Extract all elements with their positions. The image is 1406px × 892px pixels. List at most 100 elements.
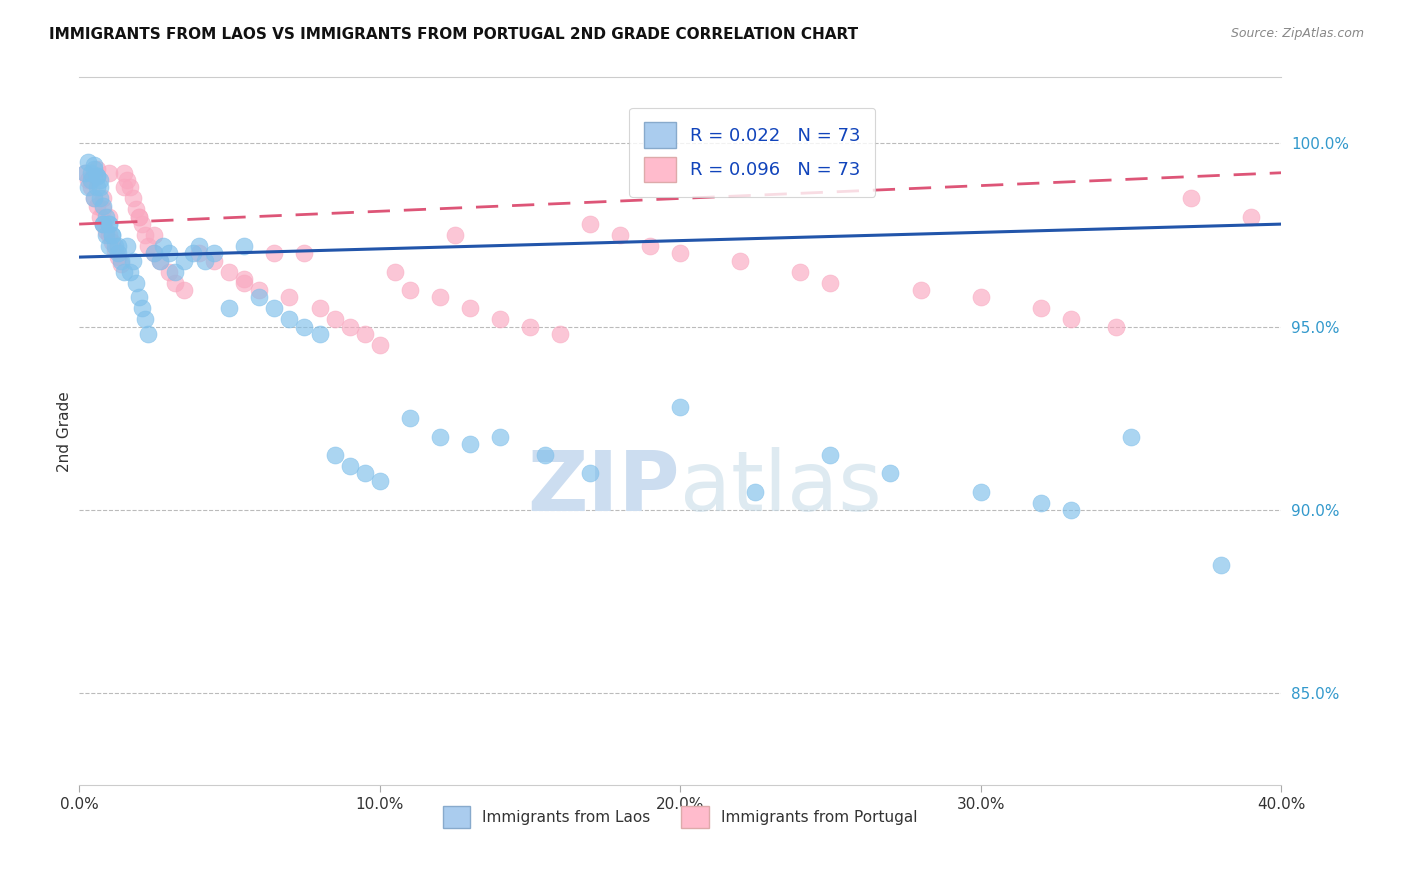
Point [120,265,142,279]
Point [488,430,510,444]
Point [112,265,135,279]
Point [77,180,100,194]
Point [1180,191,1202,205]
Point [278,312,301,326]
Point [789,265,811,279]
Point [128,290,150,304]
Text: IMMIGRANTS FROM LAOS VS IMMIGRANTS FROM PORTUGAL 2ND GRADE CORRELATION CHART: IMMIGRANTS FROM LAOS VS IMMIGRANTS FROM … [49,27,858,42]
Point [101,228,124,243]
Point [80,173,103,187]
Legend: Immigrants from Laos, Immigrants from Portugal: Immigrants from Laos, Immigrants from Po… [437,800,924,834]
Text: atlas: atlas [681,448,882,528]
Point [548,327,571,342]
Point [112,166,135,180]
Point [1060,503,1083,517]
Y-axis label: 2nd Grade: 2nd Grade [58,391,72,472]
Point [165,276,187,290]
Point [323,448,346,462]
Point [534,448,557,462]
Point [83,162,105,177]
Point [638,239,661,253]
Point [910,283,932,297]
Point [368,338,391,352]
Point [91,217,114,231]
Point [128,210,150,224]
Point [98,166,121,180]
Point [104,243,127,257]
Point [308,301,330,316]
Point [233,276,256,290]
Point [1119,430,1142,444]
Point [89,173,111,187]
Point [131,217,153,231]
Point [136,239,159,253]
Point [249,283,271,297]
Point [1060,312,1083,326]
Point [233,239,256,253]
Point [107,250,129,264]
Point [115,173,138,187]
Point [157,265,180,279]
Point [263,301,285,316]
Point [125,276,148,290]
Point [443,228,465,243]
Point [98,239,121,253]
Point [112,180,135,194]
Point [519,319,541,334]
Point [80,173,103,187]
Point [134,312,156,326]
Text: Source: ZipAtlas.com: Source: ZipAtlas.com [1230,27,1364,40]
Point [294,319,316,334]
Point [233,272,256,286]
Point [91,202,114,217]
Point [368,474,391,488]
Point [110,253,132,268]
Point [1029,496,1052,510]
Point [122,253,145,268]
Point [98,210,121,224]
Point [86,169,108,184]
Point [308,327,330,342]
Point [458,437,481,451]
Point [157,246,180,260]
Point [398,283,420,297]
Point [263,246,285,260]
Point [820,276,842,290]
Point [96,224,118,238]
Point [165,265,187,279]
Point [173,283,195,297]
Point [339,319,361,334]
Point [91,217,114,231]
Point [820,448,842,462]
Point [83,158,105,172]
Point [579,217,602,231]
Point [384,265,406,279]
Point [323,312,346,326]
Point [107,239,129,253]
Point [134,228,156,243]
Point [744,484,766,499]
Point [398,411,420,425]
Point [98,228,121,243]
Point [96,228,118,243]
Point [86,169,108,184]
Point [89,191,111,205]
Point [115,239,138,253]
Point [98,217,121,231]
Point [77,154,100,169]
Point [125,202,148,217]
Point [89,180,111,194]
Point [728,253,751,268]
Point [143,228,166,243]
Point [96,210,118,224]
Point [218,301,240,316]
Point [669,401,692,415]
Point [86,180,108,194]
Point [579,467,602,481]
Point [149,253,172,268]
Point [458,301,481,316]
Text: ZIP: ZIP [527,448,681,528]
Point [181,246,204,260]
Point [188,246,211,260]
Point [249,290,271,304]
